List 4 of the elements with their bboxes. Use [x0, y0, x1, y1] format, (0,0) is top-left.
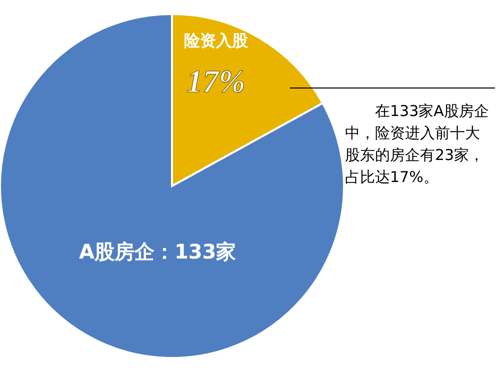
text: 在133家A股房企中，险资进入前十大股东的房企有23家，占比达17%。 [345, 101, 490, 188]
slice-label: 险资入股 [184, 31, 249, 50]
data-label: 17% [186, 63, 246, 99]
slice-label: A股房企：133家 [78, 240, 236, 264]
